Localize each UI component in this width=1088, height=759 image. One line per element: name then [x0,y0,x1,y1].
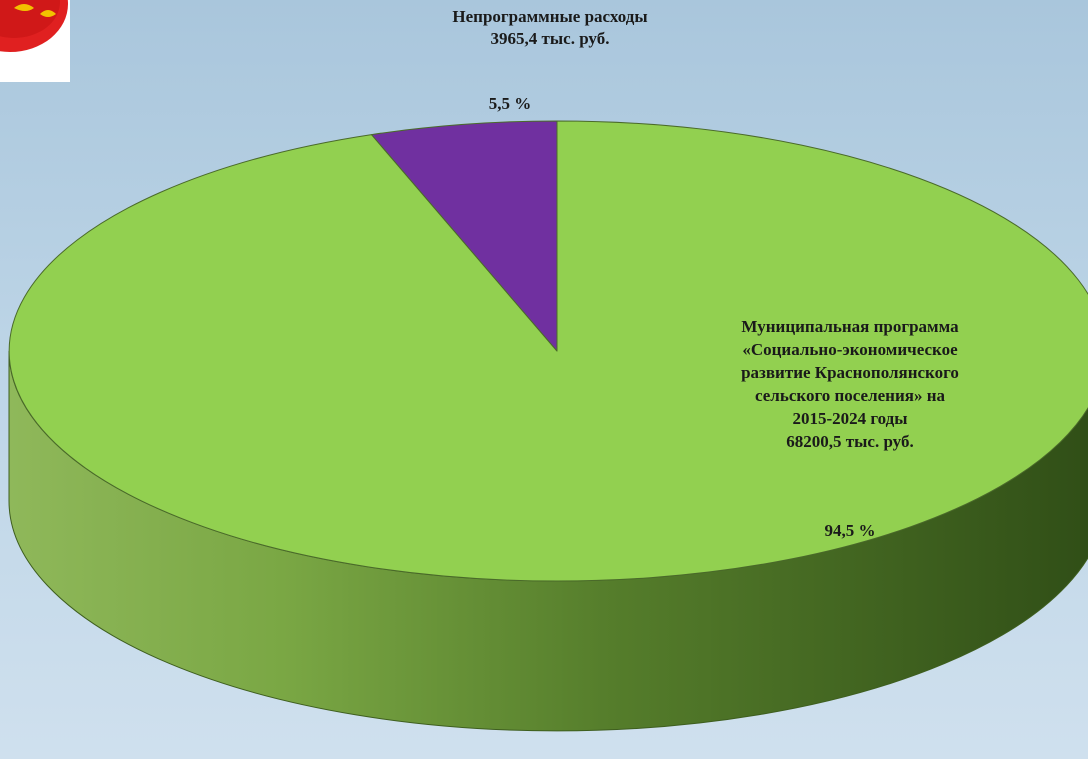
pie-slice-municipal-program [8,120,1088,582]
coat-of-arms-logo [0,0,70,82]
slice-percent-nonprogram: 5,5 % [488,94,532,113]
slice-label-municipal-program: Муниципальная программа «Социально-эконо… [741,317,959,451]
slice-label-nonprogram: Непрограммные расходы 3965,4 тыс. руб. [452,7,648,48]
coat-of-arms-icon [0,0,68,52]
pie-slice-nonprogram [371,120,558,352]
slice-percent-municipal-program: 94,5 % [824,521,876,540]
